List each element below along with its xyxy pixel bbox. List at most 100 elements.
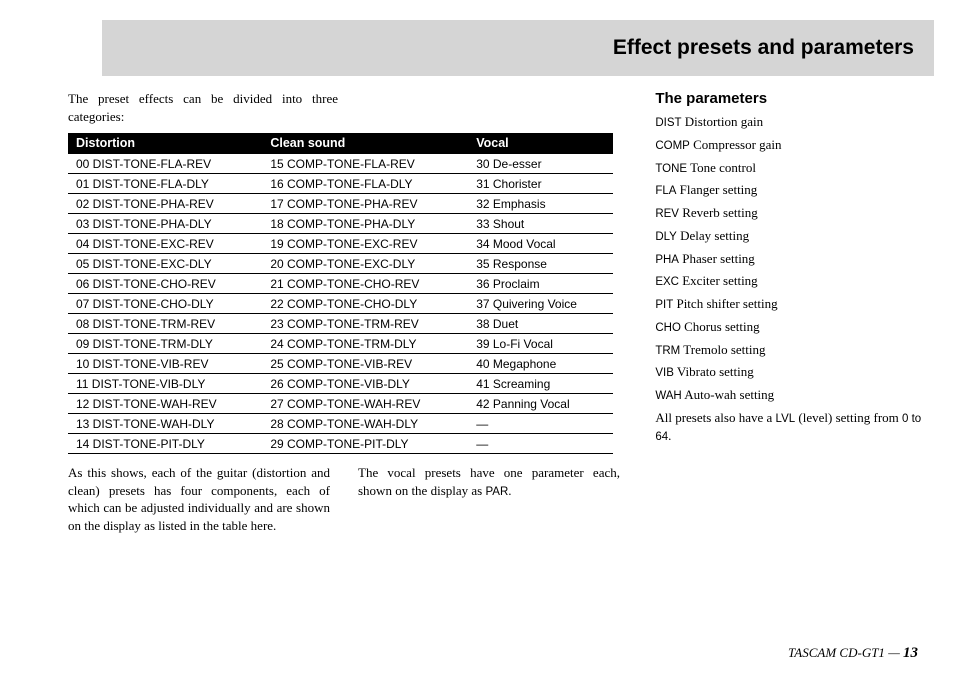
table-row: 00 DIST-TONE-FLA-REV15 COMP-TONE-FLA-REV… <box>68 154 613 174</box>
table-cell: 18 COMP-TONE-PHA-DLY <box>262 214 468 234</box>
table-cell: 21 COMP-TONE-CHO-REV <box>262 274 468 294</box>
table-cell: 30 De-esser <box>468 154 613 174</box>
table-cell: 14 DIST-TONE-PIT-DLY <box>68 434 262 454</box>
table-cell: 36 Proclaim <box>468 274 613 294</box>
table-cell: 06 DIST-TONE-CHO-REV <box>68 274 262 294</box>
table-cell: 03 DIST-TONE-PHA-DLY <box>68 214 262 234</box>
table-row: 05 DIST-TONE-EXC-DLY20 COMP-TONE-EXC-DLY… <box>68 254 613 274</box>
table-row: 03 DIST-TONE-PHA-DLY18 COMP-TONE-PHA-DLY… <box>68 214 613 234</box>
below-right-post: . <box>508 483 511 498</box>
table-body: 00 DIST-TONE-FLA-REV15 COMP-TONE-FLA-REV… <box>68 154 613 454</box>
table-row: 10 DIST-TONE-VIB-REV25 COMP-TONE-VIB-REV… <box>68 354 613 374</box>
param-desc: Distortion gain <box>682 114 764 129</box>
table-cell: 28 COMP-TONE-WAH-DLY <box>262 414 468 434</box>
param-code: DLY <box>655 231 677 243</box>
table-cell: 00 DIST-TONE-FLA-REV <box>68 154 262 174</box>
parameter-item: VIB Vibrato setting <box>655 361 934 384</box>
below-left-text: As this shows, each of the guitar (disto… <box>68 464 330 534</box>
parameter-item: WAH Auto-wah setting <box>655 384 934 407</box>
param-code: CHO <box>655 322 681 334</box>
table-cell: 19 COMP-TONE-EXC-REV <box>262 234 468 254</box>
col-clean-sound: Clean sound <box>262 133 468 154</box>
table-row: 14 DIST-TONE-PIT-DLY29 COMP-TONE-PIT-DLY… <box>68 434 613 454</box>
col-vocal: Vocal <box>468 133 613 154</box>
note-post: . <box>668 428 671 443</box>
param-code: WAH <box>655 390 681 402</box>
table-cell: 42 Panning Vocal <box>468 394 613 414</box>
table-cell: — <box>468 434 613 454</box>
param-code: COMP <box>655 140 690 152</box>
footer-page: 13 <box>903 645 918 661</box>
table-header-row: Distortion Clean sound Vocal <box>68 133 613 154</box>
lvl-code: LVL <box>776 413 796 425</box>
footer-sep: — <box>885 645 903 660</box>
param-desc: Compressor gain <box>690 137 782 152</box>
below-table: As this shows, each of the guitar (disto… <box>68 464 625 534</box>
table-cell: 16 COMP-TONE-FLA-DLY <box>262 174 468 194</box>
table-cell: 02 DIST-TONE-PHA-REV <box>68 194 262 214</box>
table-row: 07 DIST-TONE-CHO-DLY22 COMP-TONE-CHO-DLY… <box>68 294 613 314</box>
parameters-heading: The parameters <box>655 90 934 107</box>
col-distortion: Distortion <box>68 133 262 154</box>
table-cell: 27 COMP-TONE-WAH-REV <box>262 394 468 414</box>
param-code: PIT <box>655 299 673 311</box>
table-row: 01 DIST-TONE-FLA-DLY16 COMP-TONE-FLA-DLY… <box>68 174 613 194</box>
parameter-item: FLA Flanger setting <box>655 179 934 202</box>
table-cell: 05 DIST-TONE-EXC-DLY <box>68 254 262 274</box>
table-cell: — <box>468 414 613 434</box>
table-cell: 35 Response <box>468 254 613 274</box>
param-code: DIST <box>655 117 681 129</box>
table-cell: 01 DIST-TONE-FLA-DLY <box>68 174 262 194</box>
table-cell: 24 COMP-TONE-TRM-DLY <box>262 334 468 354</box>
table-row: 11 DIST-TONE-VIB-DLY26 COMP-TONE-VIB-DLY… <box>68 374 613 394</box>
table-cell: 15 COMP-TONE-FLA-REV <box>262 154 468 174</box>
parameter-item: PIT Pitch shifter setting <box>655 293 934 316</box>
parameter-item: CHO Chorus setting <box>655 316 934 339</box>
table-cell: 39 Lo-Fi Vocal <box>468 334 613 354</box>
parameter-item: REV Reverb setting <box>655 202 934 225</box>
param-code: REV <box>655 208 679 220</box>
table-cell: 33 Shout <box>468 214 613 234</box>
param-desc: Tremolo setting <box>680 342 765 357</box>
table-cell: 08 DIST-TONE-TRM-REV <box>68 314 262 334</box>
parameter-item: DLY Delay setting <box>655 225 934 248</box>
table-cell: 23 COMP-TONE-TRM-REV <box>262 314 468 334</box>
table-row: 09 DIST-TONE-TRM-DLY24 COMP-TONE-TRM-DLY… <box>68 334 613 354</box>
table-cell: 04 DIST-TONE-EXC-REV <box>68 234 262 254</box>
parameters-list: DIST Distortion gainCOMP Compressor gain… <box>655 111 934 407</box>
par-code: PAR <box>485 486 508 498</box>
intro-text: The preset effects can be divided into t… <box>68 90 338 125</box>
param-desc: Phaser setting <box>679 251 755 266</box>
param-code: EXC <box>655 276 679 288</box>
table-cell: 11 DIST-TONE-VIB-DLY <box>68 374 262 394</box>
table-cell: 40 Megaphone <box>468 354 613 374</box>
content: The preset effects can be divided into t… <box>68 90 934 534</box>
page-footer: TASCAM CD-GT1 — 13 <box>788 645 918 662</box>
page-title: Effect presets and parameters <box>613 36 914 60</box>
table-row: 04 DIST-TONE-EXC-REV19 COMP-TONE-EXC-REV… <box>68 234 613 254</box>
table-cell: 12 DIST-TONE-WAH-REV <box>68 394 262 414</box>
parameter-item: COMP Compressor gain <box>655 134 934 157</box>
table-row: 13 DIST-TONE-WAH-DLY28 COMP-TONE-WAH-DLY… <box>68 414 613 434</box>
table-cell: 09 DIST-TONE-TRM-DLY <box>68 334 262 354</box>
parameter-item: DIST Distortion gain <box>655 111 934 134</box>
table-cell: 38 Duet <box>468 314 613 334</box>
header-banner: Effect presets and parameters <box>102 20 934 76</box>
table-row: 06 DIST-TONE-CHO-REV21 COMP-TONE-CHO-REV… <box>68 274 613 294</box>
param-desc: Chorus setting <box>681 319 760 334</box>
param-desc: Flanger setting <box>676 182 757 197</box>
param-code: PHA <box>655 254 679 266</box>
param-desc: Auto-wah setting <box>682 387 774 402</box>
table-cell: 10 DIST-TONE-VIB-REV <box>68 354 262 374</box>
param-desc: Exciter setting <box>679 273 758 288</box>
below-right-text: The vocal presets have one parameter eac… <box>358 464 620 534</box>
table-cell: 37 Quivering Voice <box>468 294 613 314</box>
param-code: TRM <box>655 345 680 357</box>
param-desc: Vibrato setting <box>674 364 754 379</box>
table-cell: 20 COMP-TONE-EXC-DLY <box>262 254 468 274</box>
param-desc: Tone control <box>687 160 756 175</box>
table-cell: 22 COMP-TONE-CHO-DLY <box>262 294 468 314</box>
parameter-item: PHA Phaser setting <box>655 248 934 271</box>
table-cell: 17 COMP-TONE-PHA-REV <box>262 194 468 214</box>
table-cell: 26 COMP-TONE-VIB-DLY <box>262 374 468 394</box>
